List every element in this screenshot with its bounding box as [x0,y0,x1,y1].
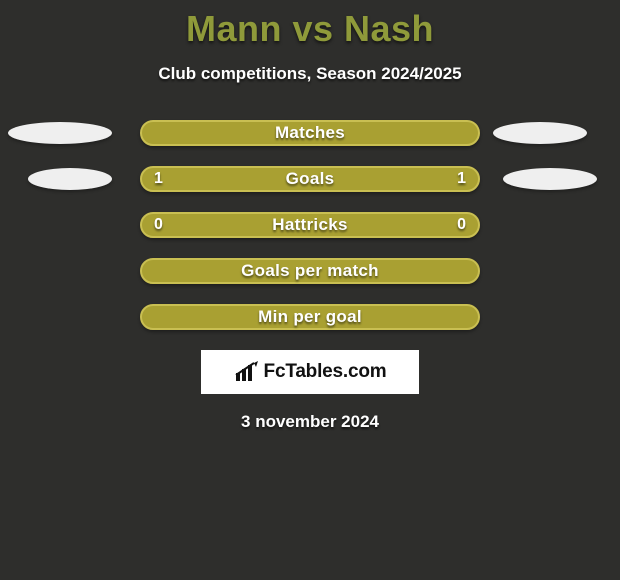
fctables-logo[interactable]: FcTables.com [201,350,419,394]
stat-value-right: 0 [457,216,466,234]
stat-value-left: 0 [154,216,163,234]
subtitle: Club competitions, Season 2024/2025 [0,64,620,84]
stat-bar: Matches [140,120,480,146]
stat-row: 1 Goals 1 [0,166,620,192]
stat-rows: Matches 1 Goals 1 0 Hattricks 0 Goals per match… [0,120,620,330]
stat-label: Hattricks [272,215,347,235]
stat-label: Min per goal [258,307,362,327]
stat-bar: Goals per match [140,258,480,284]
stat-bar: 0 Hattricks 0 [140,212,480,238]
date-text: 3 november 2024 [0,412,620,432]
logo-text: FcTables.com [264,361,387,383]
stat-row: 0 Hattricks 0 [0,212,620,238]
stat-row: Goals per match [0,258,620,284]
stat-row: Min per goal [0,304,620,330]
stat-value-left: 1 [154,170,163,188]
left-ellipse [8,122,112,144]
stat-label: Matches [275,123,345,143]
left-ellipse [28,168,112,190]
stat-label: Goals per match [241,261,379,281]
stat-bar: Min per goal [140,304,480,330]
chart-icon [234,361,260,383]
page-title: Mann vs Nash [0,8,620,50]
right-ellipse [493,122,587,144]
stat-label: Goals [286,169,335,189]
stat-value-right: 1 [457,170,466,188]
right-ellipse [503,168,597,190]
stat-row: Matches [0,120,620,146]
stat-bar: 1 Goals 1 [140,166,480,192]
comparison-card: Mann vs Nash Club competitions, Season 2… [0,0,620,580]
